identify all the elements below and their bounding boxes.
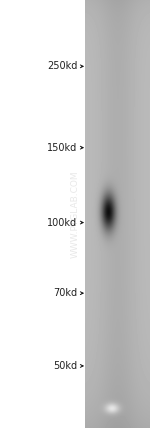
- Text: 50kd: 50kd: [53, 361, 77, 371]
- Text: 250kd: 250kd: [47, 61, 77, 71]
- Text: 150kd: 150kd: [47, 143, 77, 153]
- Text: 70kd: 70kd: [53, 288, 77, 298]
- Text: WWW.PTGLAB.COM: WWW.PTGLAB.COM: [70, 170, 80, 258]
- Text: 100kd: 100kd: [47, 217, 77, 228]
